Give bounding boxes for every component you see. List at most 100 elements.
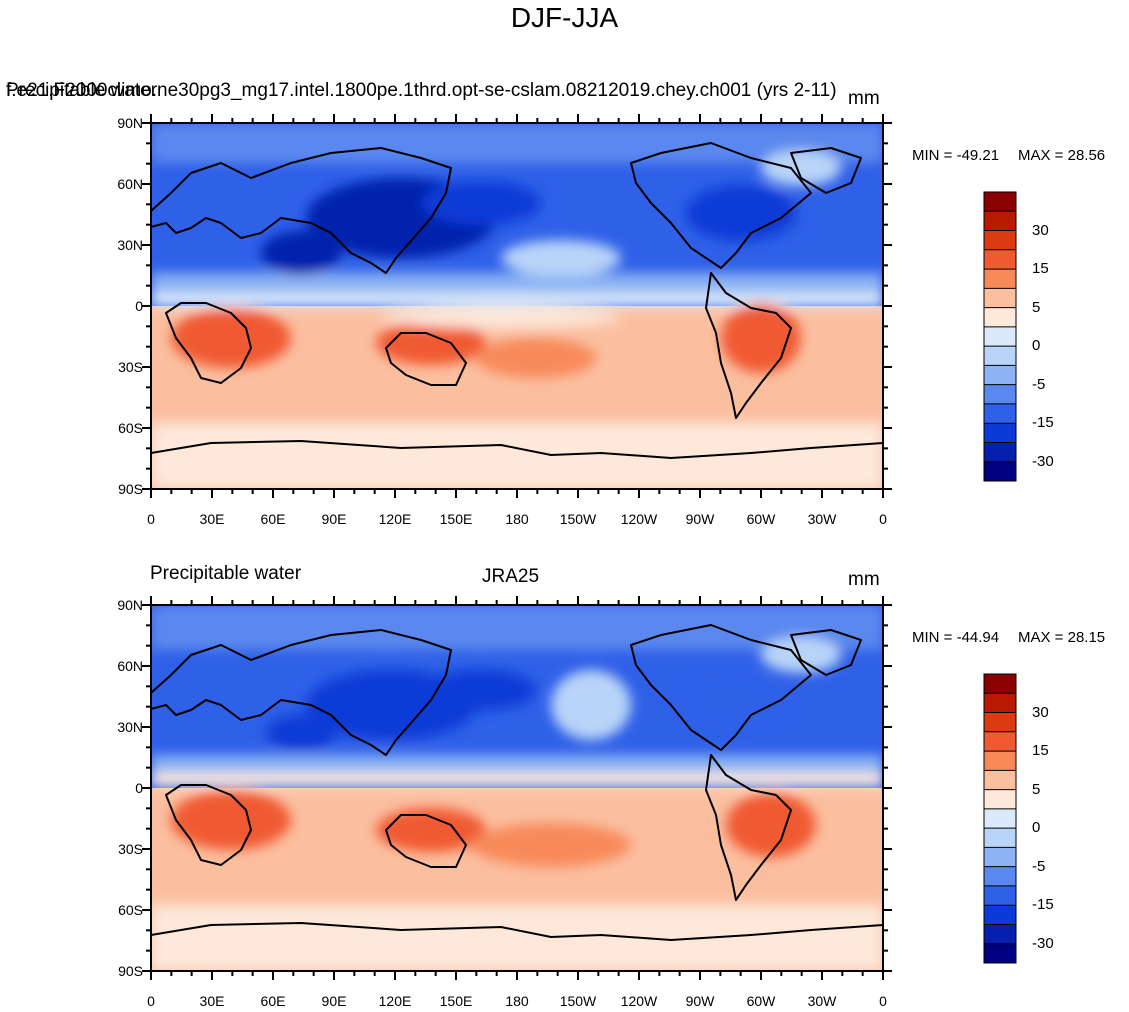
lon-tick-label: 120W xyxy=(620,511,658,527)
lon-tick-label: 60E xyxy=(260,511,286,527)
figure-title: DJF-JJA xyxy=(510,2,619,33)
colorbar-model xyxy=(983,191,1017,482)
lat-tick-label: 90N xyxy=(117,597,143,613)
colorbar-label: -5 xyxy=(1032,857,1046,875)
colorbar-swatch xyxy=(984,192,1016,212)
lat-tick-label: 30S xyxy=(118,841,143,857)
contour-fill xyxy=(151,123,883,489)
lat-tick-label: 60N xyxy=(117,176,143,192)
colorbar-swatch xyxy=(984,365,1016,386)
lat-tick-label: 90S xyxy=(118,481,143,497)
lon-tick-label: 30E xyxy=(199,993,225,1009)
panel1-left-title: Precipitable water xyxy=(6,80,158,101)
colorbar-swatch xyxy=(984,731,1016,752)
panel1-max: MAX = 28.56 xyxy=(1018,147,1106,164)
colorbar-swatch xyxy=(984,211,1016,232)
colorbar-swatch xyxy=(984,693,1016,714)
lon-tick-label: 0 xyxy=(147,511,155,527)
colorbar-swatch xyxy=(984,307,1016,328)
lon-tick-label: 0 xyxy=(879,993,887,1009)
lat-tick-label: 30S xyxy=(118,359,143,375)
colorbar-swatch xyxy=(984,230,1016,251)
coastlines xyxy=(150,624,884,941)
colorbar-swatch xyxy=(984,461,1016,482)
colorbar-swatch xyxy=(984,326,1016,347)
lon-tick-label: 150W xyxy=(559,993,597,1009)
lon-tick-label: 180 xyxy=(505,511,529,527)
lat-tick-label: 60S xyxy=(118,902,143,918)
lon-tick-label: 120W xyxy=(620,993,658,1009)
lat-tick-label: 0 xyxy=(135,298,143,314)
tick-marks xyxy=(142,596,892,980)
colorbar-swatch xyxy=(984,924,1016,945)
colorbar-label: 15 xyxy=(1032,742,1049,760)
lat-tick-label: 90N xyxy=(117,115,143,131)
contour-fill xyxy=(151,605,883,971)
colorbar-swatch xyxy=(984,943,1016,964)
colorbar-swatch xyxy=(984,751,1016,771)
colorbar-swatch xyxy=(984,866,1016,887)
panel2-max: MAX = 28.15 xyxy=(1018,629,1106,646)
colorbar-swatch xyxy=(984,403,1016,424)
lon-tick-label: 90W xyxy=(685,511,715,527)
colorbar-frame xyxy=(983,191,1017,482)
lon-tick-label: 30W xyxy=(807,511,837,527)
tick-marks xyxy=(142,114,892,498)
colorbar-swatch xyxy=(984,789,1016,810)
colorbar-swatch xyxy=(984,442,1016,463)
lat-tick-label: 60S xyxy=(118,420,143,436)
colorbar-label: -15 xyxy=(1032,414,1054,432)
lon-tick-label: 30E xyxy=(199,511,225,527)
colorbar-swatch xyxy=(984,770,1016,791)
lon-tick-label: 90E xyxy=(321,511,347,527)
map-panel-model xyxy=(142,114,892,498)
colorbar-swatch xyxy=(984,288,1016,309)
lon-tick-label: 60W xyxy=(746,511,776,527)
lon-tick-label: 180 xyxy=(505,993,529,1009)
lon-tick-label: 120E xyxy=(378,993,412,1009)
colorbar-label: 0 xyxy=(1032,337,1041,355)
colorbar-label: 5 xyxy=(1032,780,1041,798)
colorbar-label: -5 xyxy=(1032,375,1046,393)
panel2-min: MIN = -44.94 xyxy=(912,629,1000,646)
colorbar-label: 15 xyxy=(1032,260,1049,278)
panel2-center-title: JRA25 xyxy=(482,566,540,587)
colorbar-reference xyxy=(983,673,1017,964)
colorbar-swatch xyxy=(984,712,1016,733)
colorbar-frame xyxy=(983,673,1017,964)
colorbar-swatch xyxy=(984,269,1016,289)
colorbar-swatch xyxy=(984,249,1016,270)
map-panel-reference xyxy=(142,596,892,980)
lon-tick-label: 120E xyxy=(378,511,412,527)
lon-tick-label: 60E xyxy=(260,993,286,1009)
panel1-min: MIN = -49.21 xyxy=(912,147,1000,164)
lat-tick-label: 60N xyxy=(117,658,143,674)
colorbar-label: 30 xyxy=(1032,221,1049,239)
lat-tick-label: 90S xyxy=(118,963,143,979)
lon-tick-label: 150E xyxy=(439,511,473,527)
panel2-units: mm xyxy=(848,569,880,590)
lat-tick-label: 30N xyxy=(117,237,143,253)
colorbar-swatch xyxy=(984,808,1016,829)
lon-tick-label: 150E xyxy=(439,993,473,1009)
colorbar-label: 0 xyxy=(1032,819,1041,837)
panel2-left-title: Precipitable water xyxy=(150,563,302,584)
lon-tick-label: 90E xyxy=(321,993,347,1009)
lon-tick-label: 0 xyxy=(879,511,887,527)
colorbar-label: -30 xyxy=(1032,452,1054,470)
colorbar-label: 30 xyxy=(1032,703,1049,721)
lat-tick-label: 30N xyxy=(117,719,143,735)
colorbar-swatch xyxy=(984,847,1016,868)
colorbar-swatch xyxy=(984,346,1016,366)
lon-tick-label: 60W xyxy=(746,993,776,1009)
colorbar-swatch xyxy=(984,674,1016,694)
panel1-center-title: f.e21.F2000climo.ne30pg3_mg17.intel.1800… xyxy=(6,80,837,101)
panel1-units: mm xyxy=(848,88,880,109)
lon-tick-label: 150W xyxy=(559,511,597,527)
lon-tick-label: 90W xyxy=(685,993,715,1009)
colorbar-swatch xyxy=(984,384,1016,405)
coastlines xyxy=(150,142,884,459)
colorbar-label: 5 xyxy=(1032,298,1041,316)
lon-tick-label: 30W xyxy=(807,993,837,1009)
colorbar-swatch xyxy=(984,905,1016,925)
